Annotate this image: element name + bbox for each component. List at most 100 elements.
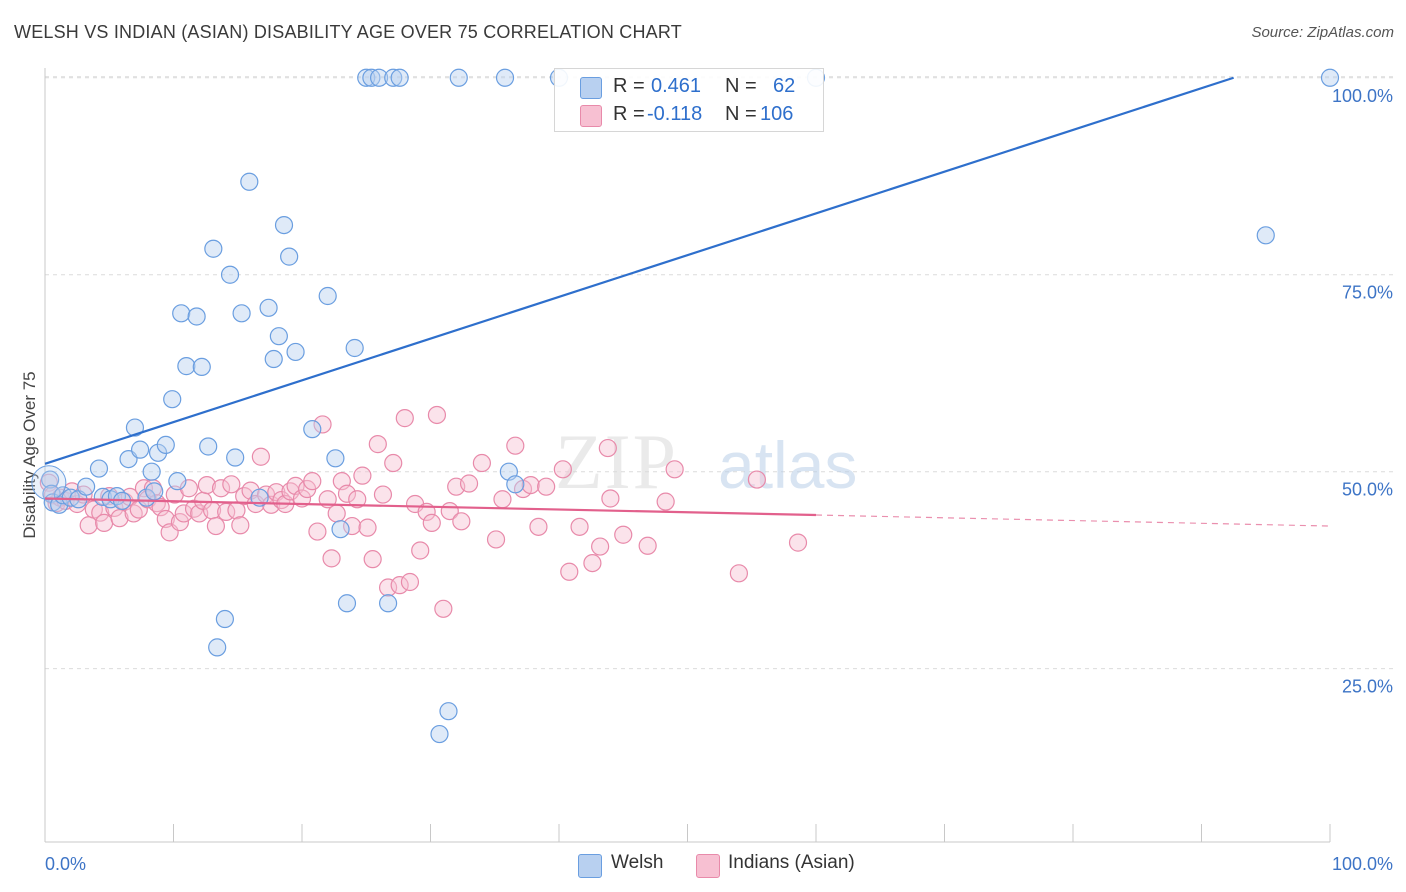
welsh-point bbox=[378, 594, 398, 613]
indians-point bbox=[729, 564, 749, 583]
indians-point bbox=[363, 550, 382, 569]
welsh-point bbox=[77, 477, 96, 496]
source-credit: Source: ZipAtlas.com bbox=[1251, 24, 1394, 41]
grid-lines bbox=[45, 76, 1395, 670]
indians-point bbox=[303, 472, 322, 491]
n-label: N = bbox=[725, 75, 757, 97]
indians-point bbox=[211, 479, 231, 498]
r-label: R = bbox=[613, 75, 645, 97]
indians-point bbox=[665, 460, 684, 479]
legend-row-indians: R = -0.118 N = 106 bbox=[555, 100, 823, 130]
welsh-point bbox=[1256, 226, 1275, 245]
welsh-point bbox=[449, 68, 468, 87]
indians-point bbox=[91, 503, 110, 522]
welsh-point bbox=[204, 239, 223, 258]
welsh-point bbox=[130, 440, 150, 459]
indians-point bbox=[343, 516, 362, 536]
y-tick-label: 25.0% bbox=[1342, 677, 1393, 697]
welsh-point bbox=[495, 68, 515, 87]
indians-point bbox=[537, 477, 556, 496]
indians-point bbox=[327, 504, 346, 523]
indians-point bbox=[378, 578, 398, 597]
welsh-point bbox=[240, 172, 259, 191]
indians-point bbox=[313, 415, 332, 434]
legend-item-indians[interactable]: Indians (Asian) bbox=[696, 852, 886, 878]
indians-point bbox=[521, 475, 540, 495]
welsh-point bbox=[232, 304, 251, 323]
stats-legend: R = 0.461 N = 62 R = -0.118 N = 106 bbox=[554, 68, 824, 132]
axes bbox=[44, 68, 1331, 843]
welsh-point bbox=[384, 68, 403, 87]
indians-point bbox=[292, 489, 312, 508]
welsh-point bbox=[1320, 68, 1340, 87]
welsh-point bbox=[331, 520, 350, 539]
x-tick-label: 0.0% bbox=[45, 854, 86, 874]
indians-point bbox=[95, 513, 114, 533]
welsh-point bbox=[168, 472, 187, 491]
r-value: 0.461 bbox=[651, 75, 702, 97]
welsh-point bbox=[172, 304, 191, 323]
indians-point bbox=[400, 572, 420, 592]
welsh-point bbox=[303, 420, 322, 439]
welsh-point bbox=[286, 342, 305, 362]
indians-point bbox=[206, 516, 226, 536]
welsh-point bbox=[145, 482, 164, 501]
welsh-point bbox=[208, 638, 227, 657]
welsh-point bbox=[177, 357, 196, 376]
indians-point bbox=[601, 489, 620, 508]
indians-point bbox=[390, 576, 409, 595]
welsh-point bbox=[61, 488, 80, 507]
indians-point bbox=[422, 513, 441, 533]
indians-point bbox=[452, 512, 471, 531]
x-tick-label: 100.0% bbox=[1332, 854, 1393, 874]
watermark-atlas: atlas bbox=[718, 428, 857, 502]
welsh-point bbox=[156, 435, 175, 455]
welsh-point bbox=[89, 459, 109, 478]
indians-point bbox=[251, 447, 270, 466]
data-points bbox=[31, 68, 1340, 744]
indians-point bbox=[788, 533, 808, 552]
legend-row-welsh: R = 0.461 N = 62 bbox=[555, 72, 823, 102]
indians-point bbox=[384, 453, 403, 473]
indians-point bbox=[337, 484, 357, 503]
indians-point bbox=[353, 466, 372, 485]
indians-point bbox=[553, 460, 572, 479]
welsh-point bbox=[370, 68, 389, 87]
indians-point bbox=[486, 530, 506, 549]
n-label: N = bbox=[725, 103, 757, 125]
welsh-point bbox=[280, 247, 299, 266]
indians-point bbox=[156, 509, 175, 529]
welsh-point bbox=[215, 609, 234, 629]
welsh-point bbox=[259, 298, 278, 317]
y-tick-label: 50.0% bbox=[1342, 480, 1393, 500]
indians-point bbox=[231, 516, 250, 535]
watermark-zip: ZIP bbox=[555, 418, 678, 505]
welsh-point bbox=[318, 286, 337, 306]
welsh-point bbox=[41, 470, 60, 489]
indians-point bbox=[427, 405, 447, 425]
welsh-point bbox=[326, 449, 345, 468]
welsh-point bbox=[269, 327, 288, 346]
welsh-legend-swatch bbox=[578, 854, 602, 878]
y-tick-label: 75.0% bbox=[1342, 283, 1393, 303]
welsh-point bbox=[192, 357, 211, 377]
watermark: ZIP atlas bbox=[555, 418, 857, 505]
indians-point bbox=[411, 541, 430, 560]
indians-point bbox=[493, 490, 512, 509]
indians-swatch bbox=[580, 105, 602, 127]
indians-point bbox=[358, 518, 377, 537]
welsh-point bbox=[125, 418, 145, 437]
indians-point bbox=[170, 513, 190, 532]
indians-point bbox=[506, 436, 525, 455]
welsh-point bbox=[506, 475, 525, 494]
welsh-point bbox=[226, 448, 245, 467]
indians-point bbox=[591, 537, 610, 556]
welsh-trend-line bbox=[44, 76, 1234, 465]
indians-point bbox=[179, 479, 199, 498]
legend-item-welsh[interactable]: Welsh bbox=[578, 852, 698, 878]
welsh-point bbox=[220, 265, 240, 284]
indians-point bbox=[598, 438, 617, 458]
tick-labels: 25.0% 50.0% 75.0% 100.0% 0.0% 100.0% bbox=[45, 86, 1393, 874]
indians-legend-label: Indians (Asian) bbox=[728, 852, 855, 873]
